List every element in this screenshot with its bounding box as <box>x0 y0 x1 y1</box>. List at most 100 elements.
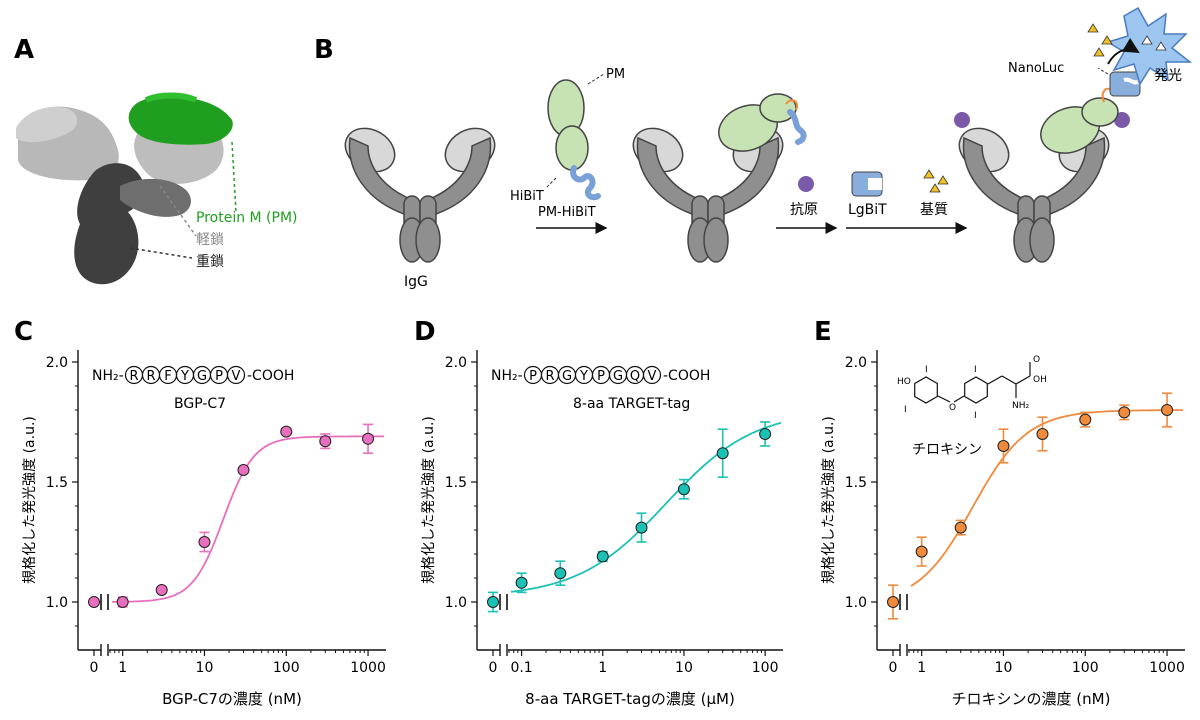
atom-label: I <box>974 411 977 421</box>
x-axis-label: チロキシンの濃度 (nM) <box>952 690 1111 708</box>
x-axis-break-gap <box>101 644 109 656</box>
peptide-suffix: -COOH <box>247 368 294 384</box>
x-axis-label: 8-aa TARGET-tagの濃度 (μM) <box>525 690 735 708</box>
atom-label: O <box>1033 355 1040 365</box>
thyroxine-structure: HO I I O I I O OH NH₂ <box>897 355 1047 421</box>
atom-label: I <box>974 365 977 375</box>
y-tick-label: 1.5 <box>445 475 467 491</box>
x-axis-break-gap <box>500 644 508 656</box>
y-tick-label: 1.0 <box>445 595 467 611</box>
series-name: 8-aa TARGET-tag <box>573 396 690 412</box>
atom-label: I <box>904 405 907 415</box>
data-point <box>635 521 648 534</box>
x-tick-label: 1000 <box>350 660 386 676</box>
x-axis-label: BGP-C7の濃度 (nM) <box>162 690 302 708</box>
residue-circle <box>226 365 246 385</box>
data-point <box>198 536 211 548</box>
data-point <box>596 550 609 563</box>
chart-panel-e: E 1.0 1.5 2.0 0 1 10 100 1000 チロキシンの濃度 (nM) 規格化した発… <box>814 317 1185 708</box>
y-tick-label: 1.0 <box>845 595 867 611</box>
fit-curve <box>112 435 384 603</box>
residue-letter: P <box>529 369 537 384</box>
atom-label: O <box>949 403 956 413</box>
data-point <box>677 483 690 496</box>
data-point <box>915 545 928 558</box>
y-axis-label: 規格化した発光強度 (a.u.) <box>421 416 437 584</box>
panel-letter: C <box>14 317 33 347</box>
side-chain-bond <box>1001 375 1017 385</box>
series-name: BGP-C7 <box>174 396 226 412</box>
residue-letter: V <box>232 369 241 384</box>
peptide-prefix: NH₂- <box>92 368 124 384</box>
panel-letter-b: B <box>314 35 334 65</box>
residue-circle <box>642 365 662 385</box>
residue-letter: G <box>562 369 572 384</box>
y-tick-label: 1.0 <box>46 595 68 611</box>
data-point <box>280 425 293 438</box>
label-lgbit: LgBiT <box>848 202 887 218</box>
x-tick-label: 0.1 <box>510 660 532 676</box>
x-tick-label: 10 <box>675 660 693 676</box>
fit-curve <box>510 421 782 593</box>
data-point <box>1036 428 1049 440</box>
y-axis-label: 規格化した発光強度 (a.u.) <box>22 416 38 584</box>
data-point <box>997 440 1010 452</box>
label-light-chain: 軽鎖 <box>196 232 224 248</box>
x-tick-label: 1 <box>917 660 926 676</box>
data-point <box>155 584 168 596</box>
data-point <box>1161 404 1174 416</box>
peptide-suffix: -COOH <box>663 368 710 384</box>
label-hibit: HiBiT <box>510 189 544 204</box>
bound-pm-2 <box>718 93 807 152</box>
x-tick-label: 0 <box>90 660 99 676</box>
label-igg: IgG <box>404 274 428 290</box>
x-tick-label: 0 <box>489 660 498 676</box>
x-tick-label: 10 <box>995 660 1013 676</box>
lgbit-icon <box>851 171 883 197</box>
label-nanoluc: NanoLuc <box>1008 61 1064 76</box>
y-tick-label: 2.0 <box>845 355 867 371</box>
igg-diagram-1 <box>344 127 496 263</box>
label-step-pm-hibit: PM-HiBiT <box>538 205 596 220</box>
y-tick-label: 2.0 <box>445 355 467 371</box>
benzene-ring <box>964 376 988 404</box>
x-axis-break-gap <box>900 644 908 656</box>
ether-bond <box>937 395 951 403</box>
residue-letter: R <box>545 369 554 384</box>
data-point <box>1079 413 1092 426</box>
x-tick-label: 1000 <box>1149 660 1185 676</box>
data-point <box>759 428 772 440</box>
residue-letter: Q <box>630 369 640 384</box>
bound-complex-3 <box>954 67 1141 154</box>
residue-letter: V <box>648 369 657 384</box>
antigen-icon <box>798 176 814 192</box>
substrate-icon <box>923 169 949 193</box>
x-tick-label: 100 <box>1072 660 1099 676</box>
residue-letter: F <box>164 369 171 384</box>
panel-letter-a: A <box>14 35 34 65</box>
x-tick-label: 1 <box>598 660 607 676</box>
data-point <box>515 576 528 589</box>
residue-letter: G <box>197 369 207 384</box>
label-antigen: 抗原 <box>790 202 818 218</box>
data-point <box>554 567 567 580</box>
panel-letter: D <box>414 317 436 347</box>
ether-bond <box>953 395 965 403</box>
label-protein-m: Protein M (PM) <box>196 210 298 226</box>
atom-label: HO <box>897 377 911 387</box>
compound-name: チロキシン <box>912 442 982 458</box>
data-point <box>487 596 499 608</box>
y-tick-label: 1.5 <box>845 475 867 491</box>
residue-letter: Y <box>180 369 189 384</box>
antibody-surface-model <box>16 92 233 285</box>
igg-shape <box>344 127 496 263</box>
data-point <box>116 596 129 608</box>
chart-panel-c: C 1.0 1.5 2.0 0 1 10 100 1000 BGP-C7の濃度 (nM) 規格化した… <box>14 317 386 708</box>
benzene-ring <box>914 376 938 404</box>
data-point <box>887 596 899 608</box>
panel-a: A Protein M (PM) 軽鎖 重鎖 <box>14 35 298 285</box>
data-point <box>319 435 332 448</box>
side-chain-bond <box>1015 375 1031 385</box>
y-tick-label: 2.0 <box>46 355 68 371</box>
y-axis-label: 規格化した発光強度 (a.u.) <box>821 416 837 584</box>
